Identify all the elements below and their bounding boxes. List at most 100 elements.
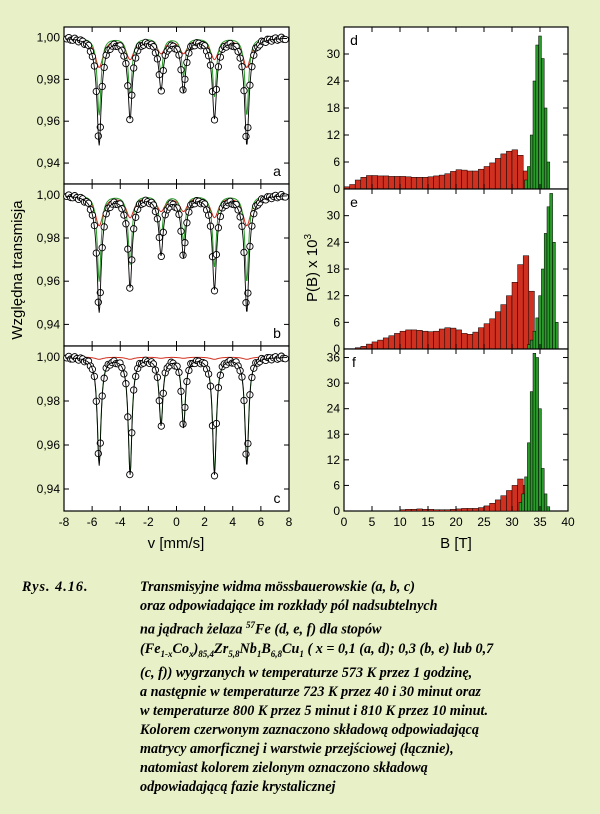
red-bar xyxy=(382,337,390,350)
red-bar xyxy=(371,341,378,350)
mossbauer-figure: 1,00 0,98 0,96 0,94 a 1,00 0,98 0,96 0,94 b 1,00… xyxy=(9,26,575,552)
mossbauer-panel-a: 1,00 0,98 0,96 0,94 a xyxy=(37,26,290,185)
red-bar xyxy=(416,177,423,190)
red-bar xyxy=(388,176,395,190)
panel-letter: c xyxy=(274,490,281,506)
red-bar xyxy=(399,176,406,190)
red-bar xyxy=(422,330,429,350)
caption-text-1: Transmisyjne widma mössbauerowskie (a, b… xyxy=(140,579,415,595)
panel-letter: a xyxy=(273,163,281,179)
green-bar xyxy=(538,35,542,190)
red-bar xyxy=(427,331,434,350)
y-tick-label: 0 xyxy=(333,342,340,356)
caption-number: Rys. 4.16. xyxy=(22,579,89,595)
red-bar xyxy=(506,490,513,512)
y-tick-label: 0,96 xyxy=(37,274,61,288)
caption-line-5: (c, f)) wygrzanych w temperaturze 573 K … xyxy=(140,664,473,681)
x-tick-label: 2 xyxy=(201,515,208,529)
x-tick-label: 5 xyxy=(369,515,376,529)
red-bar xyxy=(522,255,530,350)
caption-line-8: Kolorem czerwonym zaznaczono składową od… xyxy=(140,721,479,738)
x-tick-label: 25 xyxy=(477,515,491,529)
panel-letter: b xyxy=(273,325,281,341)
data-point xyxy=(84,41,93,50)
red-bar xyxy=(371,175,378,190)
green-bar xyxy=(541,268,545,350)
red-bar xyxy=(416,508,423,512)
green-bar xyxy=(521,493,525,512)
green-bar xyxy=(555,322,559,350)
x-tick-label: 0 xyxy=(173,515,180,529)
green-bar xyxy=(538,295,542,350)
y-tick-label: 12 xyxy=(327,453,341,467)
green-bar xyxy=(552,242,556,350)
total-fit-curve xyxy=(65,37,288,146)
y-tick-label: 1,00 xyxy=(37,30,61,44)
histogram-panel-e: 0 6 12 18 24 30 e xyxy=(327,188,569,356)
red-bar xyxy=(427,176,434,190)
caption-line-1: Rys. 4.16. Transmisyjne widma mössbauerow… xyxy=(22,578,582,597)
x-tick-label: 8 xyxy=(286,515,293,529)
red-bar xyxy=(483,323,490,350)
x-tick-label: -2 xyxy=(143,515,154,529)
caption-line-7: w temperaturze 800 K przez 5 minut i 810… xyxy=(140,702,489,719)
histogram-panel-d: 0 6 12 18 24 30 d xyxy=(327,26,569,196)
red-bar xyxy=(461,169,468,190)
red-bar xyxy=(349,184,356,190)
green-component-curve xyxy=(65,37,287,116)
caption-sup-57: 57 xyxy=(246,620,256,630)
red-bar xyxy=(405,509,412,512)
data-point xyxy=(84,199,93,207)
right-ylabel: P(B) x 103 xyxy=(303,234,321,303)
y-tick-label: 0,94 xyxy=(37,156,61,170)
y-tick-label: 0,94 xyxy=(37,317,61,331)
red-bar xyxy=(511,485,518,512)
caption-line-3: na jądrach żelaza 57Fe (d, e, f) dla sto… xyxy=(22,616,582,640)
y-tick-label: 18 xyxy=(327,101,341,115)
caption-cu: Cu xyxy=(282,640,300,657)
x-tick-label: 30 xyxy=(505,515,519,529)
green-bar xyxy=(524,179,528,190)
red-bar xyxy=(405,176,412,190)
green-bar xyxy=(529,339,534,350)
y-tick-label: 24 xyxy=(327,402,341,416)
y-tick-label: 0,98 xyxy=(37,394,61,408)
green-bar xyxy=(527,442,531,512)
caption-nb: Nb xyxy=(239,640,257,657)
red-bar xyxy=(416,330,423,350)
y-tick-label: 24 xyxy=(327,74,341,88)
green-bar xyxy=(535,357,539,512)
red-bar xyxy=(478,327,485,350)
y-tick-label: 24 xyxy=(327,235,341,249)
red-bar xyxy=(410,509,418,512)
green-bar xyxy=(535,44,539,190)
green-bar xyxy=(524,476,528,512)
red-bar xyxy=(500,304,507,350)
red-bar xyxy=(438,509,446,512)
red-bar xyxy=(483,166,490,190)
data-point xyxy=(151,366,160,374)
caption-text-4: ( x = 0,1 (a, d); 0,3 (b, e) lub 0,7 xyxy=(303,640,494,657)
y-tick-label: 0 xyxy=(333,182,340,196)
red-bar xyxy=(494,499,502,512)
caption-line-4: (Fe1-xCox)85,4Zr5,8Nb1B6,8Cu1 ( x = 0,1 … xyxy=(22,640,582,664)
green-bar xyxy=(538,408,542,512)
x-tick-label: -6 xyxy=(87,515,98,529)
figure-caption: Rys. 4.16. Transmisyjne widma mössbauerow… xyxy=(22,578,582,797)
y-tick-label: 0,98 xyxy=(37,231,61,245)
y-tick-label: 36 xyxy=(327,351,341,365)
red-bar xyxy=(489,318,496,350)
data-point xyxy=(281,193,289,201)
x-tick-label: -8 xyxy=(59,515,70,529)
x-tick-label: 20 xyxy=(449,515,463,529)
green-bar xyxy=(532,80,537,190)
y-tick-label: 1,00 xyxy=(37,350,61,364)
y-tick-label: 12 xyxy=(327,289,341,303)
red-bar xyxy=(472,331,479,350)
panel-letter: f xyxy=(352,354,356,370)
green-bar xyxy=(543,493,548,512)
red-bar xyxy=(444,327,451,350)
total-fit-curve xyxy=(65,357,287,475)
red-bar xyxy=(455,329,462,350)
red-bar xyxy=(366,343,373,350)
